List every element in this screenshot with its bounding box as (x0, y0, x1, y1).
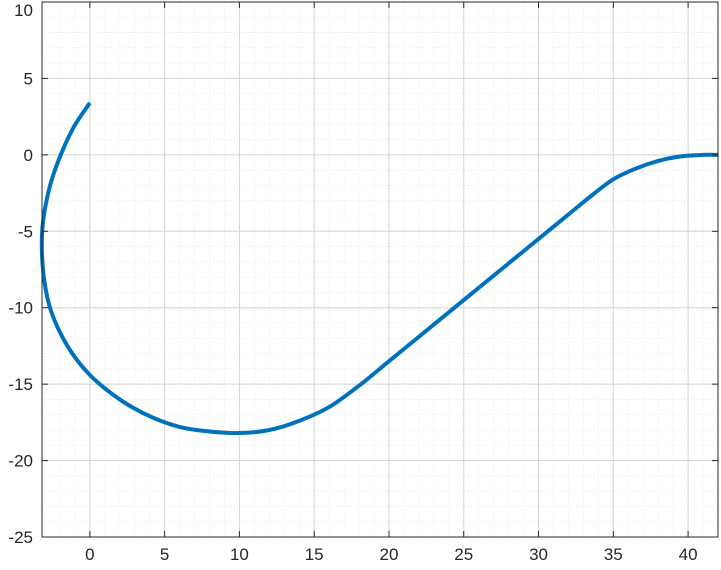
x-axis-tick-labels: 0 5 10 15 20 25 30 35 40 (85, 545, 697, 564)
y-tick-label: -10 (8, 299, 33, 318)
y-tick-label: -5 (18, 222, 33, 241)
y-tick-label: 0 (24, 146, 33, 165)
series-layer (39, 101, 719, 436)
y-tick-label: -25 (8, 528, 33, 547)
tick-marks (42, 1, 718, 538)
x-tick-label: 30 (529, 545, 548, 564)
y-tick-label: -15 (8, 375, 33, 394)
minor-grid (42, 2, 719, 537)
major-grid (42, 1, 718, 538)
x-tick-label: 25 (454, 545, 473, 564)
x-tick-label: 15 (305, 545, 324, 564)
x-tick-label: 10 (230, 545, 249, 564)
series-line (39, 101, 719, 436)
plot-area-border (41, 1, 719, 538)
y-tick-label: 10 (14, 1, 33, 20)
x-tick-label: 20 (380, 545, 399, 564)
x-tick-label: 35 (604, 545, 623, 564)
x-tick-label: 5 (160, 545, 169, 564)
y-tick-label: 5 (24, 69, 33, 88)
y-tick-label: -20 (8, 452, 33, 471)
y-axis-tick-labels: -25 -20 -15 -10 -5 0 5 10 (8, 1, 33, 547)
x-tick-label: 40 (679, 545, 698, 564)
x-tick-label: 0 (85, 545, 94, 564)
